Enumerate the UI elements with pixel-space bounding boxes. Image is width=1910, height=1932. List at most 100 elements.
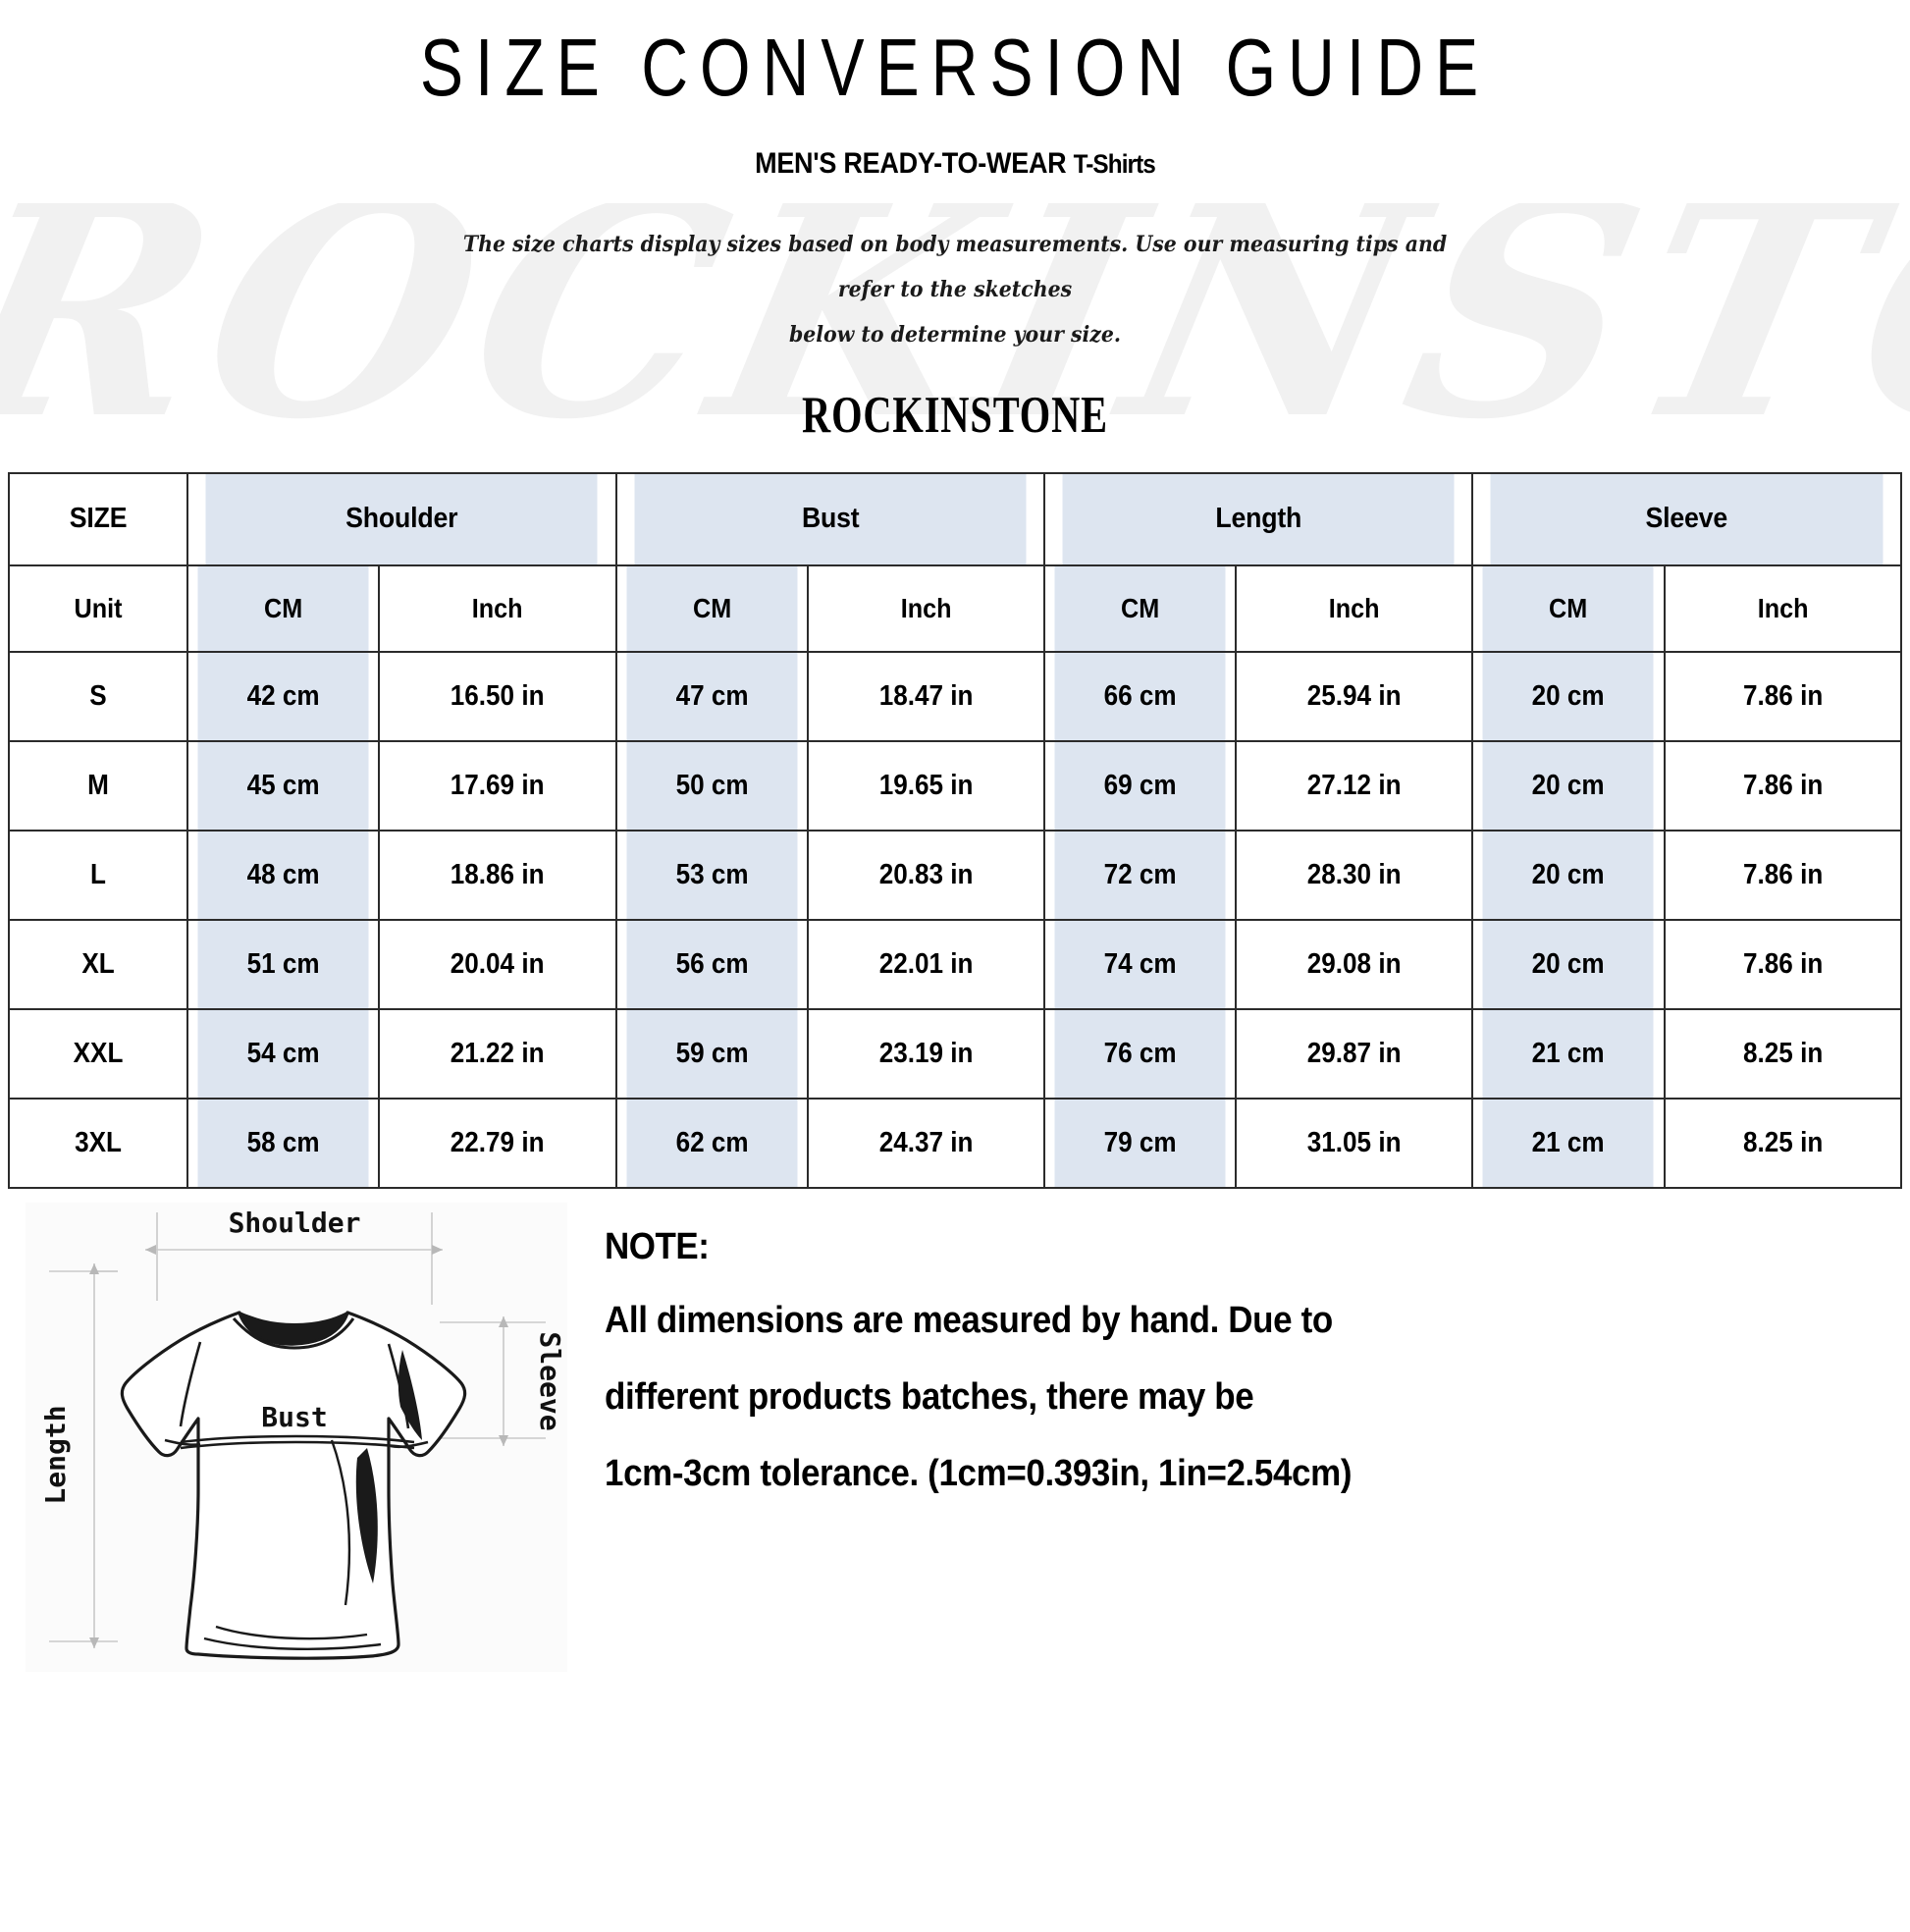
cell-sleeve-inch: 7.86 in (1674, 829, 1890, 921)
size-conversion-table: SIZE Shoulder Bust Length Sleeve Unit CM… (8, 471, 1902, 1189)
subtitle: MEN'S READY-TO-WEAR T-Shirts (95, 147, 1814, 181)
cell-shoulder-inch: 18.86 in (390, 829, 606, 921)
cell-shoulder-cm: 51 cm (195, 918, 371, 1010)
cell-length-cm: 72 cm (1052, 829, 1228, 921)
cell-shoulder-cm: 54 cm (195, 1007, 371, 1100)
cell-sleeve-inch: 7.86 in (1674, 739, 1890, 832)
cell-length-inch: 28.30 in (1247, 829, 1462, 921)
subtitle-product: T-Shirts (1073, 149, 1156, 179)
cell-shoulder-inch: 16.50 in (390, 650, 606, 742)
diagram-label-bust: Bust (261, 1401, 327, 1433)
table-row: M 45 cm 17.69 in 50 cm 19.65 in 69 cm 27… (9, 739, 1901, 832)
cell-bust-inch: 20.83 in (818, 829, 1034, 921)
cell-bust-cm: 47 cm (624, 650, 799, 742)
unit-cell-sleeve-inch: Inch (1674, 564, 1890, 653)
cell-bust-inch: 23.19 in (818, 1007, 1034, 1100)
note-heading: NOTE: (605, 1225, 710, 1267)
unit-cell-bust-inch: Inch (818, 564, 1034, 653)
dimension-arrowheads (89, 1244, 508, 1648)
bust-measure-line (180, 1434, 415, 1449)
cell-shoulder-cm: 58 cm (195, 1097, 371, 1189)
page-title: SIZE CONVERSION GUIDE (419, 23, 1491, 114)
tshirt-collar-edge (232, 1316, 355, 1350)
cell-sleeve-cm: 20 cm (1481, 918, 1656, 1010)
cell-sleeve-cm: 21 cm (1481, 1097, 1656, 1189)
cell-bust-cm: 56 cm (624, 918, 799, 1010)
cell-length-inch: 25.94 in (1247, 650, 1462, 742)
row-size-label: M (17, 739, 180, 832)
cell-sleeve-inch: 7.86 in (1674, 650, 1890, 742)
unit-cell-length-cm: CM (1052, 564, 1228, 653)
cell-length-cm: 69 cm (1052, 739, 1228, 832)
cell-length-inch: 29.87 in (1247, 1007, 1462, 1100)
tshirt-measurement-diagram: Shoulder Bust Length Sleeve (8, 1194, 587, 1676)
header-cell-sleeve: Sleeve (1489, 471, 1885, 566)
intro-line-2: below to determine your size. (788, 322, 1122, 349)
note-line-2: different products batches, there may be (605, 1375, 1254, 1418)
table-header-row: SIZE Shoulder Bust Length Sleeve (9, 471, 1901, 566)
diagram-label-shoulder: Shoulder (229, 1207, 361, 1239)
tshirt-collar (238, 1310, 349, 1345)
table-row: L 48 cm 18.86 in 53 cm 20.83 in 72 cm 28… (9, 829, 1901, 921)
cell-length-cm: 76 cm (1052, 1007, 1228, 1100)
cell-length-inch: 29.08 in (1247, 918, 1462, 1010)
cell-shoulder-inch: 20.04 in (390, 918, 606, 1010)
table-row: XL 51 cm 20.04 in 56 cm 22.01 in 74 cm 2… (9, 918, 1901, 1010)
cell-sleeve-cm: 21 cm (1481, 1007, 1656, 1100)
cell-length-inch: 27.12 in (1247, 739, 1462, 832)
cell-sleeve-cm: 20 cm (1481, 739, 1656, 832)
intro-paragraph: The size charts display sizes based on b… (440, 222, 1471, 358)
cell-bust-inch: 19.65 in (818, 739, 1034, 832)
header-cell-size: SIZE (15, 471, 182, 566)
bottom-section: Shoulder Bust Length Sleeve NOTE: All di… (0, 1194, 1910, 1676)
tshirt-shading (355, 1349, 422, 1583)
cell-sleeve-inch: 8.25 in (1674, 1007, 1890, 1100)
intro-line-1: The size charts display sizes based on b… (462, 232, 1448, 303)
cell-bust-cm: 50 cm (624, 739, 799, 832)
subtitle-category: MEN'S READY-TO-WEAR (755, 147, 1067, 180)
tshirt-drape-lines (203, 1439, 382, 1650)
cell-sleeve-cm: 20 cm (1481, 829, 1656, 921)
cell-bust-inch: 18.47 in (818, 650, 1034, 742)
cell-bust-inch: 22.01 in (818, 918, 1034, 1010)
brand-name: ROCKINSTONE (802, 386, 1108, 444)
table-row: S 42 cm 16.50 in 47 cm 18.47 in 66 cm 25… (9, 650, 1901, 742)
header-cell-bust: Bust (632, 471, 1029, 566)
cell-shoulder-cm: 42 cm (195, 650, 371, 742)
table-unit-row: Unit CM Inch CM Inch CM Inch CM Inch (9, 564, 1901, 653)
note-line-1: All dimensions are measured by hand. Due… (605, 1299, 1333, 1341)
diagram-label-length: Length (39, 1405, 72, 1504)
unit-cell-sleeve-cm: CM (1481, 564, 1656, 653)
cell-bust-cm: 62 cm (624, 1097, 799, 1189)
cell-shoulder-inch: 21.22 in (390, 1007, 606, 1100)
cell-shoulder-cm: 48 cm (195, 829, 371, 921)
cell-length-inch: 31.05 in (1247, 1097, 1462, 1189)
diagram-label-sleeve: Sleeve (534, 1331, 566, 1430)
size-table-container: SIZE Shoulder Bust Length Sleeve Unit CM… (8, 471, 1902, 1189)
cell-sleeve-inch: 8.25 in (1674, 1097, 1890, 1189)
cell-bust-cm: 59 cm (624, 1007, 799, 1100)
unit-cell-length-inch: Inch (1247, 564, 1462, 653)
unit-cell-shoulder-cm: CM (195, 564, 371, 653)
table-row: XXL 54 cm 21.22 in 59 cm 23.19 in 76 cm … (9, 1007, 1901, 1100)
header-cell-shoulder: Shoulder (203, 471, 600, 566)
row-size-label: XL (17, 918, 180, 1010)
note-line-3: 1cm-3cm tolerance. (1cm=0.393in, 1in=2.5… (605, 1452, 1353, 1494)
cell-bust-cm: 53 cm (624, 829, 799, 921)
table-row: 3XL 58 cm 22.79 in 62 cm 24.37 in 79 cm … (9, 1097, 1901, 1189)
row-size-label: L (17, 829, 180, 921)
cell-sleeve-cm: 20 cm (1481, 650, 1656, 742)
cell-length-cm: 74 cm (1052, 918, 1228, 1010)
cell-shoulder-inch: 22.79 in (390, 1097, 606, 1189)
note-section: NOTE: All dimensions are measured by han… (587, 1195, 1910, 1531)
tshirt-outline (120, 1310, 467, 1660)
cell-shoulder-inch: 17.69 in (390, 739, 606, 832)
row-size-label: 3XL (17, 1097, 180, 1189)
unit-cell-label: Unit (17, 564, 180, 653)
page-header: SIZE CONVERSION GUIDE MEN'S READY-TO-WEA… (0, 22, 1910, 444)
cell-length-cm: 79 cm (1052, 1097, 1228, 1189)
dimension-guides (49, 1211, 546, 1648)
row-size-label: S (17, 650, 180, 742)
unit-cell-shoulder-inch: Inch (390, 564, 606, 653)
cell-length-cm: 66 cm (1052, 650, 1228, 742)
